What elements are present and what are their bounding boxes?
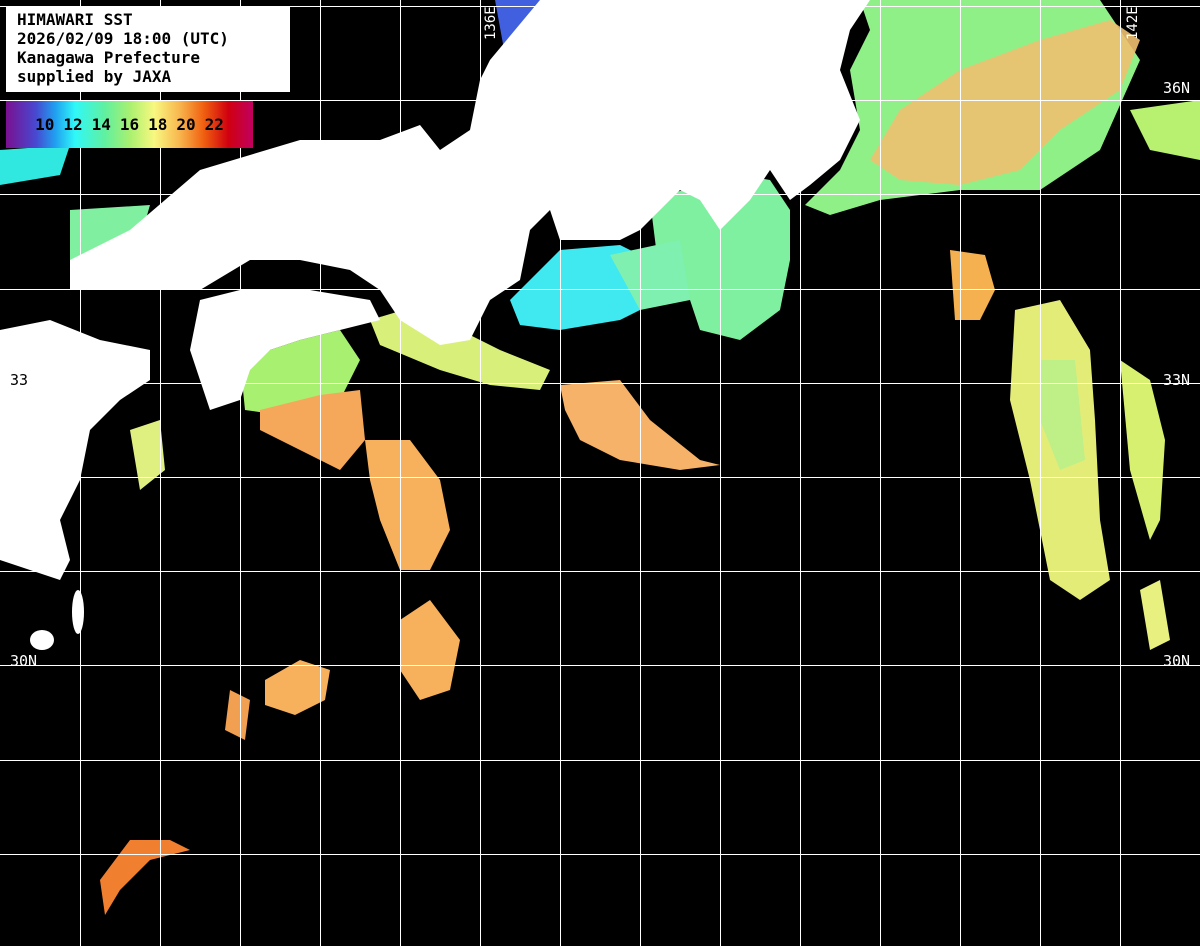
lat-label-33n-right: 33N [1163,371,1191,389]
info-box: HIMAWARI SST 2026/02/09 18:00 (UTC) Kana… [6,6,290,92]
sst-tongue-1 [365,440,450,570]
sst-kanto-warm [870,20,1140,185]
land-kyushu [0,320,150,580]
sst-east-strip-green [1040,360,1085,470]
sst-south-specks [100,840,190,915]
legend-tick: 18 [148,115,168,134]
legend-tick: 22 [204,115,224,134]
legend-tick: 12 [63,115,83,134]
sst-small-orange [225,690,250,740]
land [0,0,870,650]
legend-tick: 20 [176,115,196,134]
region-label: Kanagawa Prefecture [17,48,201,67]
lat-label-33n-left: 33 [10,371,29,389]
sst-blob-3 [265,660,330,715]
sst-east-tongue [950,250,995,320]
legend-tick: 10 [35,115,55,134]
lon-label-142e: 142E [1125,6,1141,40]
sst-tongue-2 [400,600,460,700]
color-scale-legend: 10 12 14 16 18 20 22 [6,101,253,148]
product-title: HIMAWARI SST [17,10,133,29]
lon-label-136e: 136E [483,6,499,40]
lat-label-36n: 36N [1163,79,1191,97]
sst-topleft-cyan [0,145,70,185]
timestamp: 2026/02/09 18:00 (UTC) [17,29,229,48]
sst-kyushu-green [130,420,165,490]
land-island [30,630,54,650]
land-honshu [70,0,870,345]
lat-label-30n-left: 30N [10,652,38,670]
land-island [72,590,84,634]
sst-right-top [1130,100,1200,160]
lat-label-30n-right: 30N [1163,652,1191,670]
sst-shikoku-warm [260,390,365,470]
sst-right-edge-2 [1140,580,1170,650]
land-shikoku [190,290,380,410]
legend-tick: 16 [119,115,140,134]
sst-right-edge [1120,360,1165,540]
sst-kii-green [610,240,690,310]
legend-tick: 14 [91,115,111,134]
credit-label: supplied by JAXA [17,67,172,86]
